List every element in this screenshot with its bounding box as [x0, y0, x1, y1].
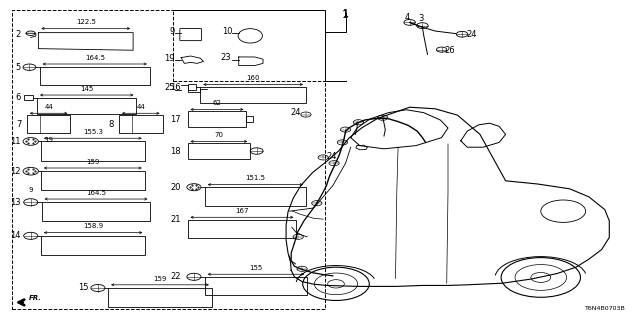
- Text: 145: 145: [80, 86, 93, 92]
- Bar: [37, 98, 136, 114]
- Text: FR.: FR.: [29, 295, 42, 301]
- Text: 24: 24: [291, 108, 301, 117]
- Text: 11: 11: [10, 137, 20, 146]
- Bar: [173, 10, 325, 81]
- Bar: [188, 220, 296, 238]
- Text: 24: 24: [466, 30, 476, 39]
- Text: 155.3: 155.3: [83, 129, 103, 135]
- Text: 159: 159: [86, 159, 99, 165]
- Text: 122.5: 122.5: [76, 19, 96, 25]
- Bar: [108, 288, 212, 307]
- Text: 5: 5: [15, 63, 20, 72]
- Bar: [24, 95, 33, 100]
- Text: 164.5: 164.5: [86, 190, 106, 196]
- Text: 8: 8: [109, 120, 114, 129]
- Bar: [41, 141, 145, 161]
- Text: 21: 21: [171, 215, 181, 224]
- Text: 155: 155: [250, 265, 262, 271]
- Text: 26: 26: [445, 46, 456, 55]
- Bar: [41, 236, 145, 255]
- Text: 12: 12: [10, 167, 20, 176]
- Text: 62: 62: [212, 100, 221, 106]
- Text: 159: 159: [154, 276, 166, 282]
- Text: 9: 9: [170, 27, 175, 36]
- Text: 10: 10: [222, 27, 232, 36]
- Text: 9: 9: [28, 187, 33, 193]
- Text: 160: 160: [246, 75, 260, 81]
- Text: 1: 1: [342, 9, 349, 19]
- Text: 1: 1: [342, 10, 349, 20]
- Text: T6N4B0703B: T6N4B0703B: [585, 306, 626, 311]
- Bar: [42, 202, 150, 221]
- Text: 25: 25: [164, 83, 175, 92]
- Text: 151.5: 151.5: [245, 175, 266, 181]
- Text: 2: 2: [15, 30, 20, 39]
- Text: 23: 23: [220, 53, 231, 62]
- Bar: [12, 10, 325, 309]
- Bar: [41, 171, 145, 190]
- Text: 19: 19: [164, 54, 175, 63]
- Bar: [188, 111, 246, 127]
- Text: 13: 13: [10, 198, 20, 207]
- Text: 44: 44: [44, 104, 53, 110]
- Text: 16: 16: [170, 83, 181, 92]
- Bar: [205, 277, 307, 295]
- Bar: [188, 143, 250, 159]
- Text: 164.5: 164.5: [84, 55, 105, 61]
- Bar: [188, 84, 196, 90]
- Text: 158.9: 158.9: [83, 223, 103, 229]
- Text: 15: 15: [78, 284, 88, 292]
- Text: 70: 70: [214, 132, 223, 138]
- Text: 4: 4: [405, 13, 410, 22]
- Bar: [119, 115, 163, 133]
- Bar: [27, 115, 70, 133]
- Bar: [200, 87, 306, 103]
- Text: 3: 3: [419, 14, 424, 23]
- Text: 7: 7: [17, 120, 22, 129]
- Text: 18: 18: [170, 147, 181, 156]
- Text: 22: 22: [171, 272, 181, 281]
- Text: 44: 44: [136, 104, 145, 110]
- Bar: [246, 116, 253, 122]
- Text: 6: 6: [15, 93, 20, 102]
- Text: 167: 167: [235, 208, 249, 214]
- Text: 20: 20: [171, 183, 181, 192]
- Text: 17: 17: [170, 115, 181, 124]
- Text: 24: 24: [326, 152, 337, 161]
- Bar: [40, 67, 150, 85]
- Text: 19: 19: [44, 137, 53, 143]
- Text: 14: 14: [10, 231, 20, 240]
- Bar: [205, 187, 306, 206]
